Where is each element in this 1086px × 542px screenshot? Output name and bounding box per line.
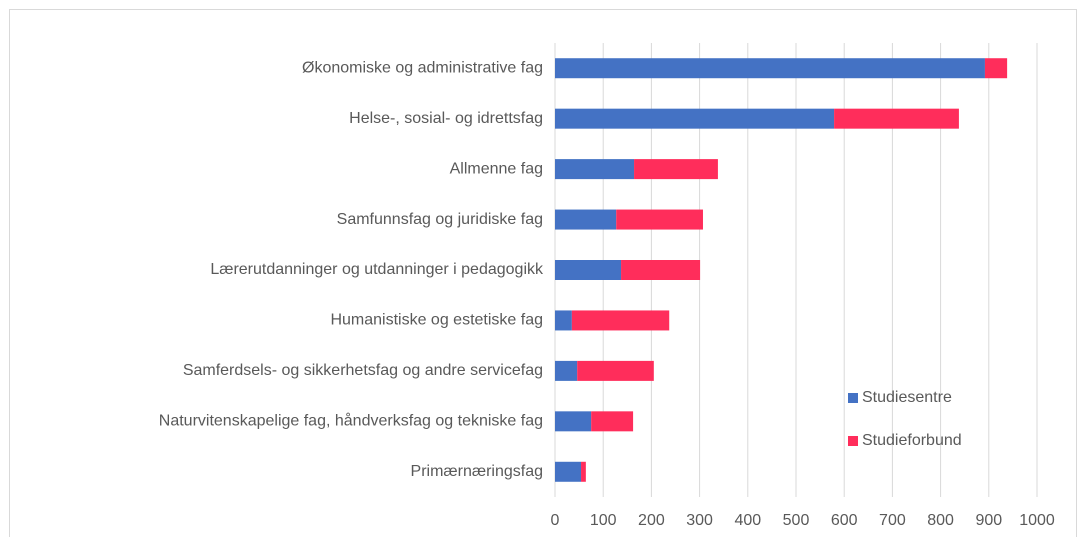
y-tick-label: Humanistiske og estetiske fag [330,312,543,329]
x-tick-label: 0 [551,512,560,529]
bar-segment [577,360,654,381]
bar-segment [555,360,578,381]
legend-label: Studiesentre [862,389,952,406]
y-tick-label: Helse-, sosial- og idrettsfag [349,110,543,127]
chart-border [9,9,1077,542]
bar-segment [616,209,703,230]
bar-segment [555,209,617,230]
y-tick-label: Primærnæringsfag [411,463,543,480]
x-tick-label: 800 [927,512,954,529]
bar-segment [571,310,670,331]
bar-segment [555,310,572,331]
x-tick-label: 600 [831,512,858,529]
x-tick-label: 100 [590,512,617,529]
x-tick-label: 1000 [1019,512,1055,529]
bar-segment [555,411,592,432]
y-tick-label: Samferdsels- og sikkerhetsfag og andre s… [183,362,543,379]
bar-segment [555,108,835,129]
y-tick-label: Samfunnsfag og juridiske fag [337,211,543,228]
bar-segment [634,159,718,180]
bar-segment [621,260,701,280]
y-tick-label: Allmenne fag [450,160,543,177]
y-tick-label: Lærerutdanninger og utdanninger i pedago… [210,261,544,278]
legend-swatch [848,436,858,446]
x-tick-label: 300 [686,512,713,529]
legend-label: Studieforbund [862,432,962,449]
y-tick-label: Økonomiske og administrative fag [302,59,543,76]
bar-segment [555,461,582,482]
legend-swatch [848,393,858,403]
x-tick-label: 400 [734,512,761,529]
bar-segment [984,58,1008,79]
bar-segment [555,159,635,180]
y-tick-label: Naturvitenskapelige fag, håndverksfag og… [159,412,543,430]
bar-segment [555,58,985,79]
x-tick-label: 500 [783,512,810,529]
x-tick-label: 700 [879,512,906,529]
bar-segment [581,461,586,482]
bar-segment [834,108,959,129]
bar-segment [591,411,634,432]
bar-segment [555,260,622,280]
x-tick-label: 900 [975,512,1002,529]
x-tick-label: 200 [638,512,665,529]
